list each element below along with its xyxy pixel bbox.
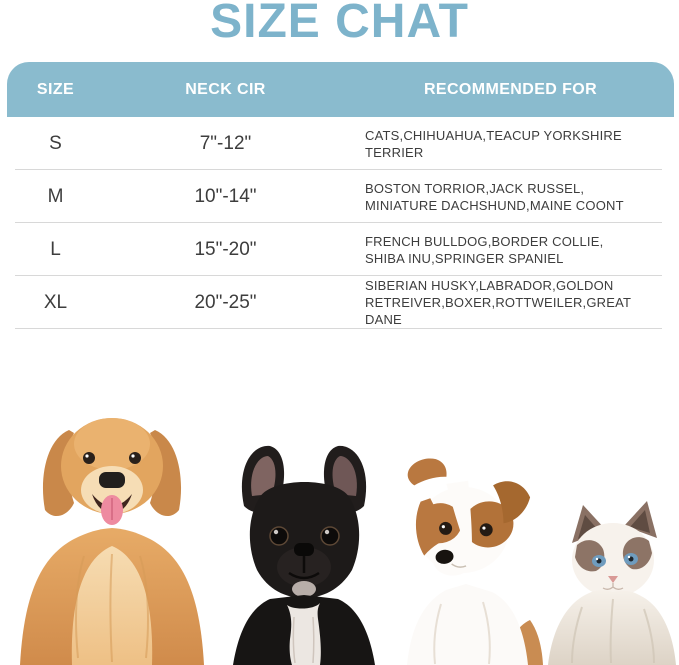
neck-cir-value: 15"-20" (194, 238, 257, 260)
dog-nose-icon (435, 549, 454, 564)
size-value: S (49, 132, 62, 154)
table-row-xl: XL 20"-25" SIBERIAN HUSKY,LABRADOR,GOLDO… (7, 276, 674, 329)
cat-nose-icon (608, 576, 618, 583)
neck-cir-value: 20"-25" (194, 291, 257, 313)
recommended-for-value: SIBERIAN HUSKY,LABRADOR,GOLDON RETREIVER… (365, 278, 631, 327)
neck-cir-value: 10"-14" (194, 185, 257, 207)
ragdoll-cat-photo (548, 501, 676, 665)
header-size: SIZE (36, 80, 75, 98)
header-neck-cir: NECK CIR (185, 80, 266, 98)
dog-nose-icon (99, 472, 125, 488)
recommended-for-value: FRENCH BULLDOG,BORDER COLLIE, SHIBA INU,… (365, 233, 604, 266)
golden-retriever-photo (20, 418, 204, 665)
table-row-s: S 7"-12" CATS,CHIHUAHUA,TEACUP YORKSHIRE… (7, 117, 674, 170)
french-bulldog-photo (233, 445, 375, 665)
recommended-for-value: BOSTON TORRIOR,JACK RUSSEL, MINIATURE DA… (365, 180, 624, 213)
size-value: M (47, 185, 64, 207)
table-header-row: SIZE NECK CIR RECOMMENDED FOR (7, 62, 674, 117)
dog-eye-icon (129, 452, 141, 464)
page-title: SIZE CHAT (210, 0, 469, 48)
dog-eye-icon (83, 452, 95, 464)
table-row-m: M 10"-14" BOSTON TORRIOR,JACK RUSSEL, MI… (7, 170, 674, 223)
size-value: L (50, 238, 61, 260)
dog-eye-icon (439, 521, 453, 535)
recommended-for-value: CATS,CHIHUAHUA,TEACUP YORKSHIRE TERRIER (365, 127, 622, 160)
dog-nose-icon (294, 543, 314, 556)
jack-russell-terrier-photo (407, 458, 543, 665)
neck-cir-value: 7"-12" (199, 132, 252, 154)
dog-eye-icon (479, 523, 493, 537)
table-row-l: L 15"-20" FRENCH BULLDOG,BORDER COLLIE, … (7, 223, 674, 276)
size-table: SIZE NECK CIR RECOMMENDED FOR S 7"-12" C… (7, 62, 674, 329)
header-recommended-for: RECOMMENDED FOR (423, 80, 598, 98)
size-value: XL (43, 291, 68, 313)
